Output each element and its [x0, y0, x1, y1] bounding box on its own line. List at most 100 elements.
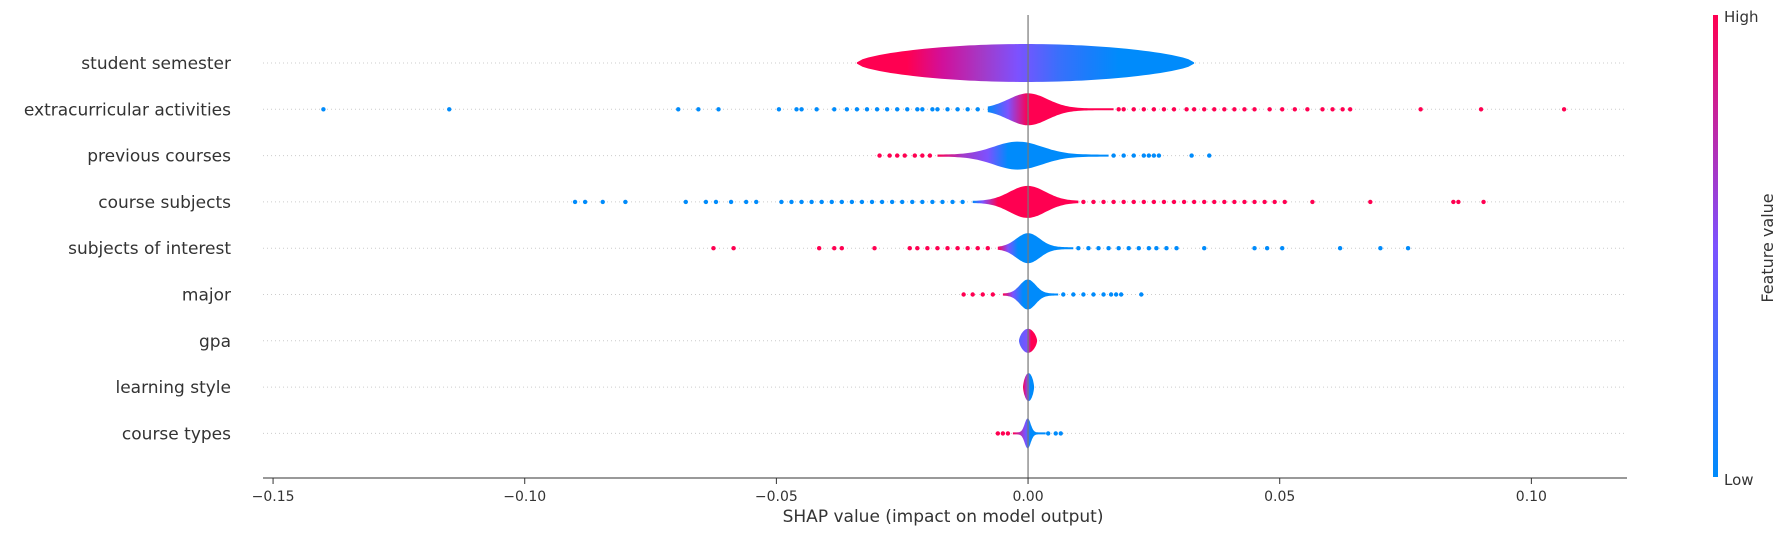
shap-point-high [711, 246, 716, 251]
shap-point-low [582, 199, 588, 205]
feature-row-student-semester: student semester [81, 44, 1627, 82]
shap-point-low [1164, 246, 1169, 251]
x-tick-label: 0.10 [1516, 489, 1547, 505]
shap-point-high [925, 246, 930, 251]
feature-label: major [182, 286, 231, 306]
shap-point-high [1310, 199, 1315, 205]
shap-point-low [1116, 246, 1121, 251]
shap-point-low [1101, 292, 1106, 297]
shap-point-high [1272, 199, 1277, 205]
shap-point-low [965, 107, 970, 112]
violin-body-course-subjects [972, 185, 1079, 218]
shap-point-high [1280, 107, 1285, 112]
shap-point-low [794, 107, 799, 112]
shap-point-low [1252, 246, 1257, 251]
shap-point-high [1305, 107, 1310, 112]
shap-point-low [776, 107, 782, 112]
shap-point-low [696, 107, 701, 112]
feature-row-subjects-of-interest: subjects of interest [68, 233, 1627, 264]
shap-point-low [1131, 153, 1136, 158]
shap-point-low [832, 107, 837, 112]
shap-point-high [731, 246, 736, 251]
shap-point-high [945, 246, 950, 251]
feature-label: course types [122, 424, 231, 444]
shap-point-high [839, 246, 845, 251]
shap-point-low [683, 199, 688, 205]
violin-body-subjects-of-interest [997, 233, 1074, 264]
shap-point-high [1081, 199, 1086, 205]
shap-point-low [1106, 246, 1111, 251]
shap-point-high [1111, 199, 1116, 205]
shap-point-high [1151, 107, 1157, 112]
shap-point-low [1081, 292, 1086, 297]
shap-point-high [990, 292, 996, 297]
shap-point-low [1091, 292, 1096, 297]
shap-point-low [1096, 246, 1101, 251]
shap-point-low [1113, 292, 1119, 297]
shap-point-low [1156, 153, 1162, 158]
shap-point-low [849, 199, 855, 205]
shap-point-high [1561, 107, 1567, 112]
x-tick-label: −0.05 [755, 489, 798, 505]
shap-point-high [1181, 199, 1187, 205]
shap-point-high [1232, 199, 1237, 205]
colorbar-gradient [1713, 15, 1718, 477]
violin-body-previous-courses [937, 141, 1109, 170]
shap-point-high [1116, 107, 1121, 112]
x-tick-label: −0.10 [503, 489, 546, 505]
shap-point-high [995, 431, 1001, 436]
shap-point-low [799, 199, 804, 205]
shap-point-low [935, 107, 940, 112]
shap-point-high [887, 153, 892, 158]
shap-point-low [1136, 246, 1141, 251]
shap-point-high [1161, 199, 1167, 205]
shap-point-high [902, 153, 907, 158]
x-tick-label: 0.05 [1264, 489, 1295, 505]
shap-point-high [1340, 107, 1345, 112]
shap-point-high [980, 292, 985, 297]
shap-point-high [1184, 107, 1189, 112]
violin-body-course-types [1012, 418, 1046, 449]
shap-point-low [1121, 153, 1126, 158]
shap-point-high [1262, 199, 1267, 205]
shap-point-high [1292, 107, 1298, 112]
feature-label: course subjects [98, 193, 231, 213]
shap-point-low [819, 199, 824, 205]
shap-point-low [859, 199, 865, 205]
shap-point-high [1478, 107, 1484, 112]
shap-point-high [894, 153, 900, 158]
shap-point-high [816, 246, 822, 251]
shap-point-low [600, 199, 605, 205]
shap-point-low [1045, 431, 1051, 436]
shap-point-low [1378, 246, 1383, 251]
shap-point-low [829, 199, 834, 205]
shap-point-high [832, 246, 837, 251]
feature-label: subjects of interest [68, 239, 231, 259]
shap-point-high [907, 246, 912, 251]
shap-point-low [1189, 153, 1194, 158]
shap-point-high [1481, 199, 1486, 205]
shap-point-low [703, 199, 709, 205]
shap-point-high [1141, 107, 1147, 112]
shap-point-high [1202, 199, 1207, 205]
shap-point-high [1141, 199, 1147, 205]
shap-point-low [1146, 246, 1152, 251]
shap-point-high [1267, 107, 1272, 112]
feature-label: previous courses [87, 147, 231, 167]
shap-point-high [1151, 199, 1157, 205]
shap-point-high [965, 246, 970, 251]
feature-row-major: major [182, 279, 1627, 310]
shap-point-low [930, 199, 935, 205]
shap-point-low [789, 199, 794, 205]
feature-row-course-subjects: course subjects [98, 185, 1627, 218]
shap-point-high [1121, 107, 1126, 112]
shap-point-high [1456, 199, 1461, 205]
shap-point-low [900, 199, 905, 205]
shap-point-low [884, 107, 890, 112]
feature-label: gpa [199, 332, 231, 352]
shap-point-high [1320, 107, 1325, 112]
shap-point-low [905, 107, 910, 112]
shap-point-low [920, 107, 925, 112]
feature-rows: student semester extracurricular activiti… [24, 44, 1627, 449]
